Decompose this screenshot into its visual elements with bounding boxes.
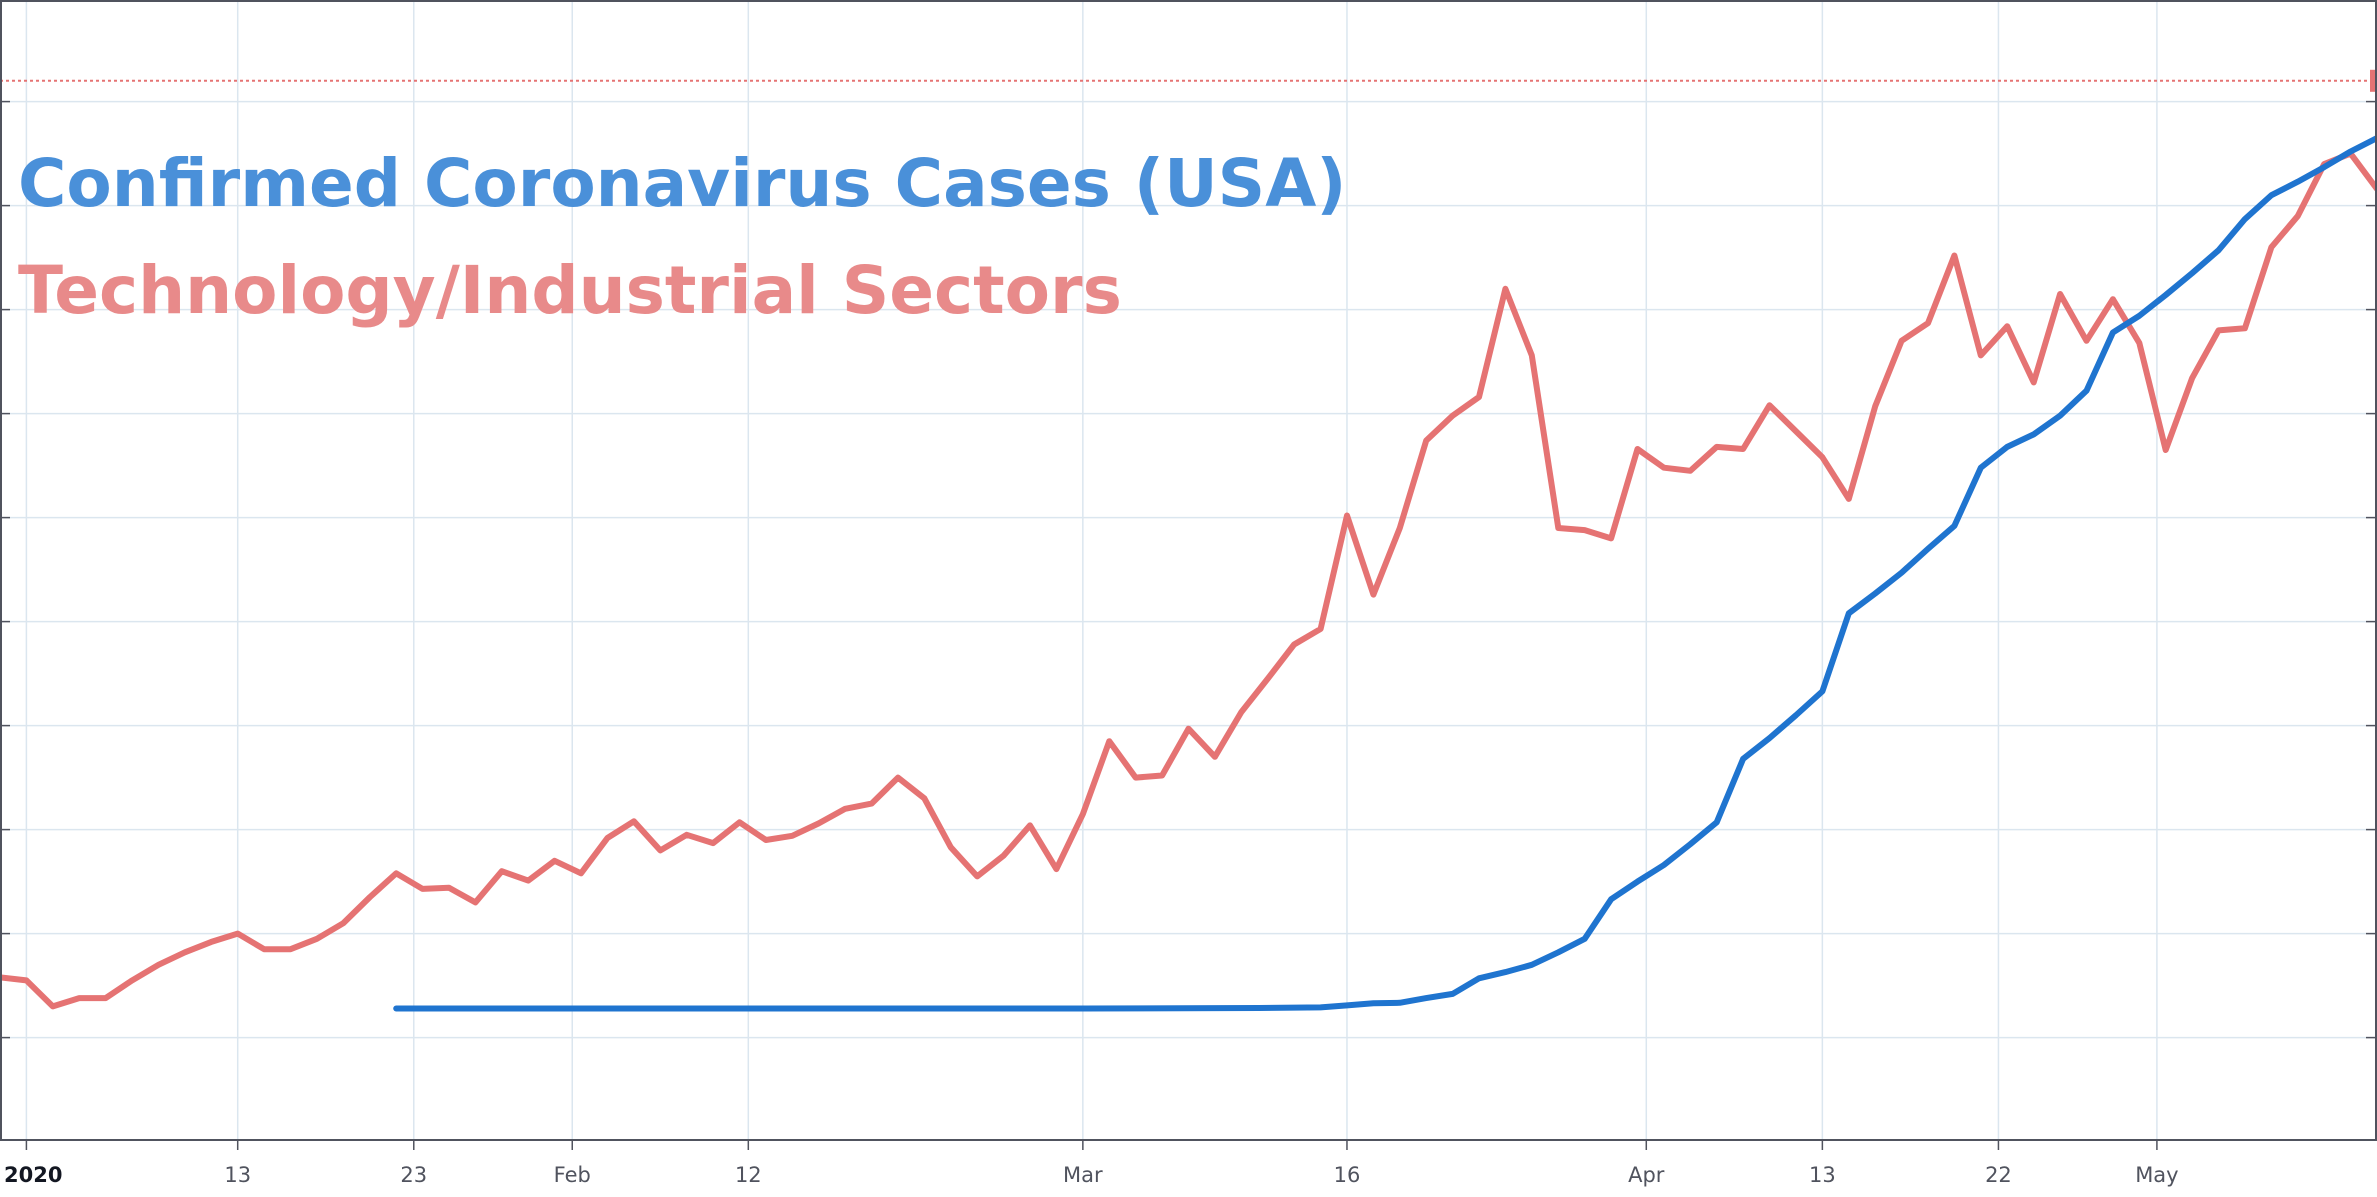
x-tick-label: 22 bbox=[1985, 1163, 2012, 1187]
horizontal-gridlines bbox=[0, 100, 2377, 1039]
series-layer bbox=[0, 133, 2377, 1012]
x-tick-label: 13 bbox=[1809, 1163, 1836, 1187]
price-scale-marker bbox=[2370, 69, 2377, 92]
series-line-cases bbox=[393, 133, 2377, 1012]
x-tick-label: Feb bbox=[554, 1163, 591, 1187]
x-tick-label: 13 bbox=[224, 1163, 251, 1187]
x-tick-label: 2020 bbox=[4, 1163, 62, 1187]
x-tick-label: Apr bbox=[1628, 1163, 1665, 1187]
x-tick-label: Mar bbox=[1063, 1163, 1103, 1187]
x-axis-ticks: 2020 13 23 Feb 12 Mar 16 Apr 13 22 May bbox=[4, 1140, 2179, 1187]
series-line-sectors bbox=[0, 150, 2377, 1010]
chart-title: Confirmed Coronavirus Cases (USA) bbox=[18, 145, 1346, 222]
x-tick-label: 23 bbox=[400, 1163, 427, 1187]
x-tick-label: May bbox=[2135, 1163, 2178, 1187]
x-tick-label: 12 bbox=[735, 1163, 762, 1187]
x-tick-label: 16 bbox=[1334, 1163, 1361, 1187]
vertical-gridlines bbox=[25, 0, 2158, 1140]
chart-subtitle: Technology/Industrial Sectors bbox=[18, 252, 1122, 329]
